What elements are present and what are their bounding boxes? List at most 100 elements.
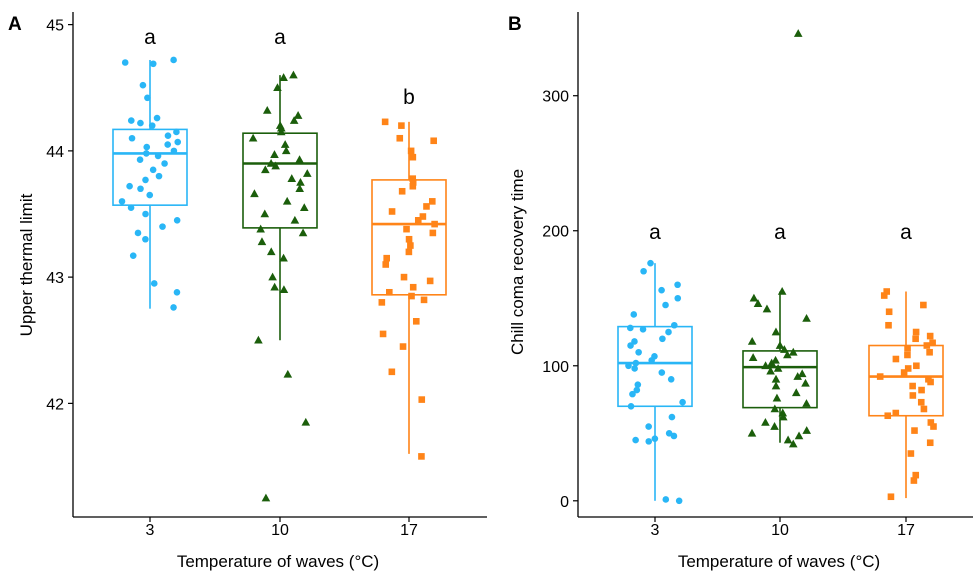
data-point [134, 229, 142, 237]
y-tick-label: 45 [46, 18, 64, 35]
data-point [295, 155, 304, 164]
panel-b: B Chill coma recovery time Temperature o… [508, 12, 973, 571]
box-3: a [617, 221, 693, 505]
data-point [639, 326, 647, 333]
data-point [128, 134, 136, 142]
data-point [129, 252, 137, 259]
data-point [268, 272, 277, 281]
data-point [142, 235, 149, 243]
data-point [149, 60, 157, 68]
data-point [651, 435, 659, 442]
x-tick-label: 3 [651, 522, 660, 539]
y-tick-label: 42 [46, 396, 64, 413]
data-point [127, 204, 135, 211]
iqr-box [112, 128, 188, 206]
data-point [777, 287, 787, 295]
data-point [400, 273, 408, 281]
data-point [127, 117, 135, 124]
data-point [154, 152, 162, 160]
data-point [674, 281, 681, 289]
data-point [381, 118, 389, 126]
data-point [142, 210, 149, 218]
x-tick-label: 17 [897, 522, 915, 539]
data-point [929, 339, 936, 347]
x-tick-label: 3 [146, 522, 155, 539]
data-point [277, 123, 286, 132]
data-point [629, 390, 636, 398]
data-point [918, 386, 925, 394]
data-point [662, 301, 669, 309]
data-point [772, 393, 782, 402]
data-point [271, 161, 280, 170]
data-point [880, 292, 888, 299]
iqr-box [742, 350, 818, 409]
data-point [388, 368, 396, 376]
data-point [146, 191, 154, 199]
data-point [270, 150, 279, 158]
data-point [409, 175, 417, 182]
data-point [778, 412, 788, 421]
data-point [640, 267, 647, 275]
data-point [260, 209, 270, 218]
data-point [289, 116, 299, 124]
data-point [926, 332, 934, 340]
data-point [633, 386, 641, 394]
data-point [398, 187, 406, 195]
y-tick-label: 100 [542, 359, 569, 376]
data-point [771, 355, 780, 364]
data-point [904, 351, 911, 359]
data-point [912, 328, 920, 336]
data-point [679, 398, 686, 406]
data-point [418, 453, 425, 460]
data-point [771, 374, 781, 383]
iqr-box [617, 325, 693, 408]
data-point [802, 314, 811, 322]
data-point [279, 285, 289, 294]
data-point [266, 159, 276, 167]
data-point [257, 237, 267, 246]
data-point [913, 362, 920, 370]
data-point [631, 365, 638, 372]
data-point [802, 426, 812, 434]
data-point [911, 427, 918, 434]
data-point [403, 225, 410, 233]
data-point [791, 388, 801, 397]
x-tick-label: 17 [400, 522, 418, 539]
significance-letter: a [900, 221, 912, 244]
data-point [419, 213, 427, 220]
data-point [173, 288, 181, 296]
data-point [301, 417, 311, 426]
data-point [409, 179, 417, 186]
data-point [662, 496, 670, 503]
data-point [674, 294, 682, 302]
data-point [283, 369, 293, 378]
data-point [136, 156, 144, 164]
data-point [378, 299, 386, 306]
data-point [670, 321, 678, 329]
data-point [749, 293, 759, 302]
data-point [143, 143, 151, 151]
data-point [645, 438, 653, 445]
data-point [426, 277, 434, 285]
data-point [137, 185, 144, 193]
data-point [770, 422, 779, 430]
data-point [143, 150, 150, 157]
data-point [386, 288, 393, 296]
data-point [634, 381, 642, 388]
data-point [802, 399, 811, 407]
data-point [299, 203, 309, 211]
data-point [625, 362, 632, 370]
data-point [912, 471, 920, 479]
data-point [761, 361, 770, 370]
data-point [912, 335, 919, 343]
data-point [909, 382, 916, 390]
data-point [414, 217, 422, 224]
data-point [408, 292, 415, 300]
data-point [296, 177, 305, 186]
data-point [161, 160, 168, 167]
data-point [159, 223, 166, 230]
data-point [273, 83, 282, 92]
data-point [280, 140, 290, 148]
data-point [665, 429, 673, 437]
box-17: a [868, 221, 944, 501]
